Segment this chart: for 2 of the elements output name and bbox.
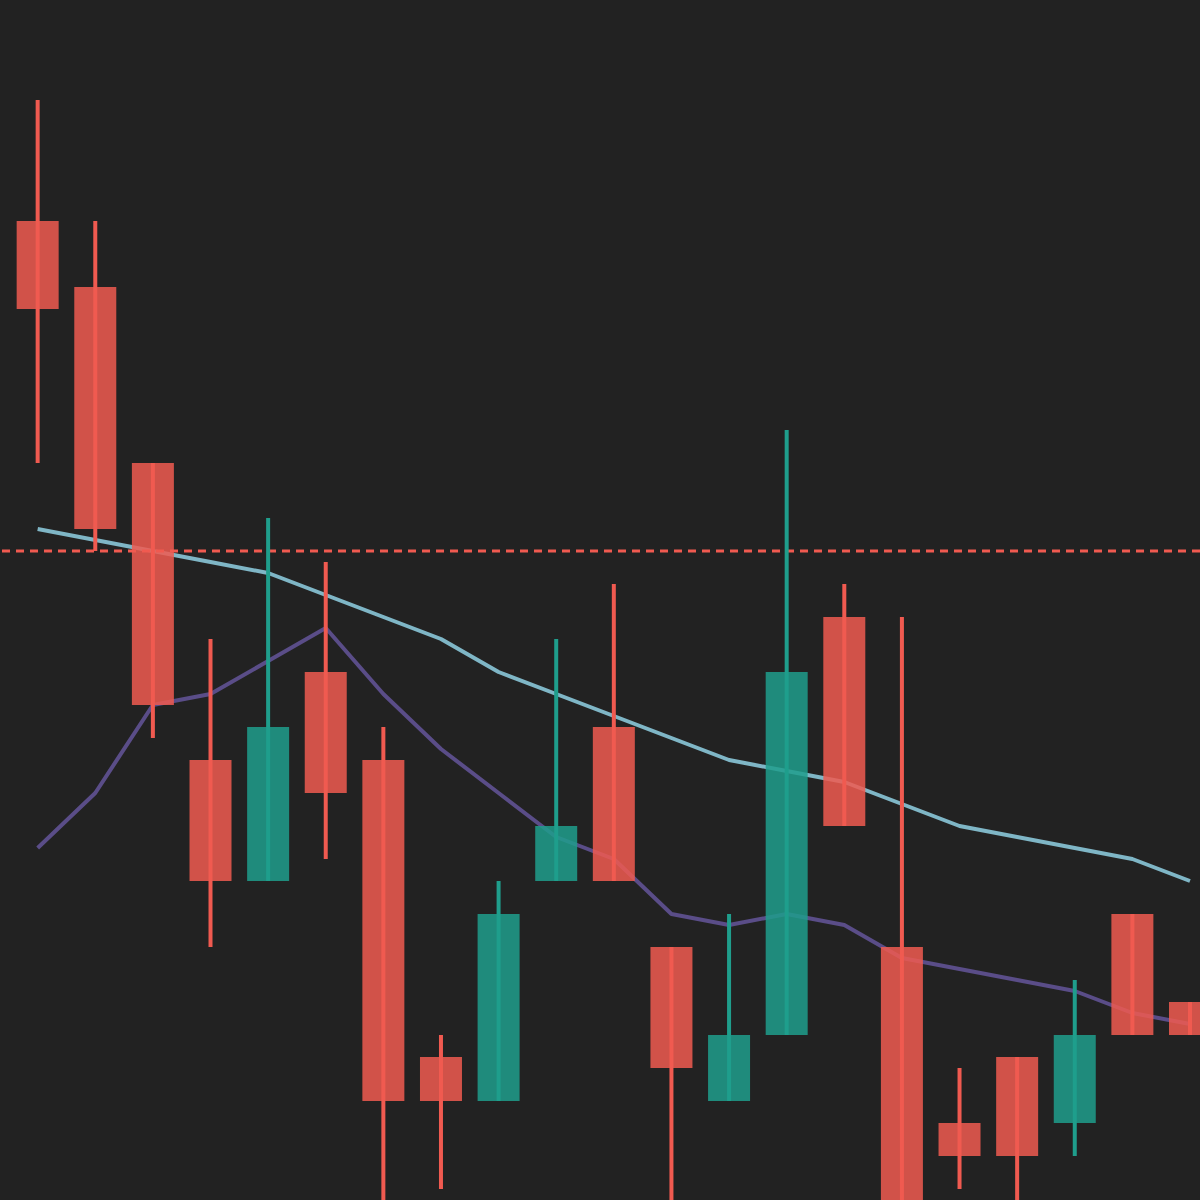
- candlestick: [419, 1033, 462, 1191]
- candlestick: [938, 1066, 981, 1191]
